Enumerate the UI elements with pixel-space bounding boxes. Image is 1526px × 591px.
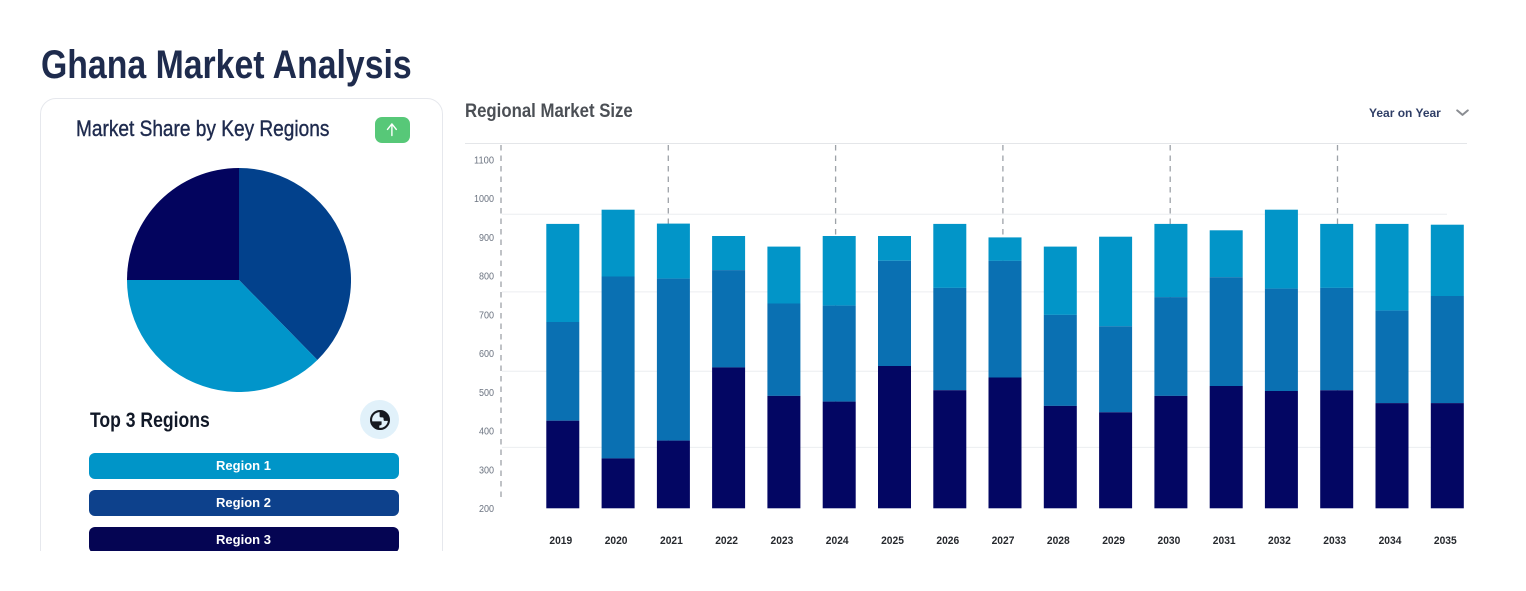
svg-text:2034: 2034 xyxy=(1379,535,1402,547)
svg-text:700: 700 xyxy=(479,310,495,321)
svg-text:1100: 1100 xyxy=(474,155,495,166)
svg-text:2021: 2021 xyxy=(660,535,683,547)
svg-text:900: 900 xyxy=(479,233,495,244)
svg-text:2031: 2031 xyxy=(1213,535,1236,547)
svg-text:2035: 2035 xyxy=(1434,535,1457,547)
svg-text:2029: 2029 xyxy=(1102,535,1125,547)
svg-text:1000: 1000 xyxy=(474,194,495,205)
svg-text:400: 400 xyxy=(479,427,495,438)
svg-text:2030: 2030 xyxy=(1158,535,1181,547)
svg-text:300: 300 xyxy=(479,465,495,476)
svg-text:2022: 2022 xyxy=(715,535,738,547)
svg-text:2026: 2026 xyxy=(936,535,959,547)
svg-text:2019: 2019 xyxy=(549,535,572,547)
svg-text:2027: 2027 xyxy=(992,535,1015,547)
svg-text:600: 600 xyxy=(479,349,495,360)
svg-text:2028: 2028 xyxy=(1047,535,1070,547)
svg-text:800: 800 xyxy=(479,272,495,283)
svg-text:2033: 2033 xyxy=(1323,535,1346,547)
svg-text:200: 200 xyxy=(479,504,495,515)
svg-text:2032: 2032 xyxy=(1268,535,1291,547)
svg-text:2020: 2020 xyxy=(605,535,628,547)
svg-text:2025: 2025 xyxy=(881,535,904,547)
svg-text:500: 500 xyxy=(479,388,495,399)
svg-text:2024: 2024 xyxy=(826,535,849,547)
svg-text:2023: 2023 xyxy=(771,535,794,547)
